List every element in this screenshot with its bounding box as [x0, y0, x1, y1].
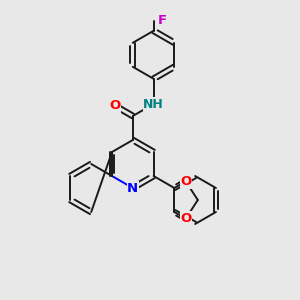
Text: F: F: [158, 14, 167, 27]
Text: O: O: [110, 99, 121, 112]
Text: O: O: [180, 175, 191, 188]
Text: O: O: [180, 212, 191, 225]
Text: NH: NH: [143, 98, 164, 110]
Text: N: N: [127, 182, 138, 194]
